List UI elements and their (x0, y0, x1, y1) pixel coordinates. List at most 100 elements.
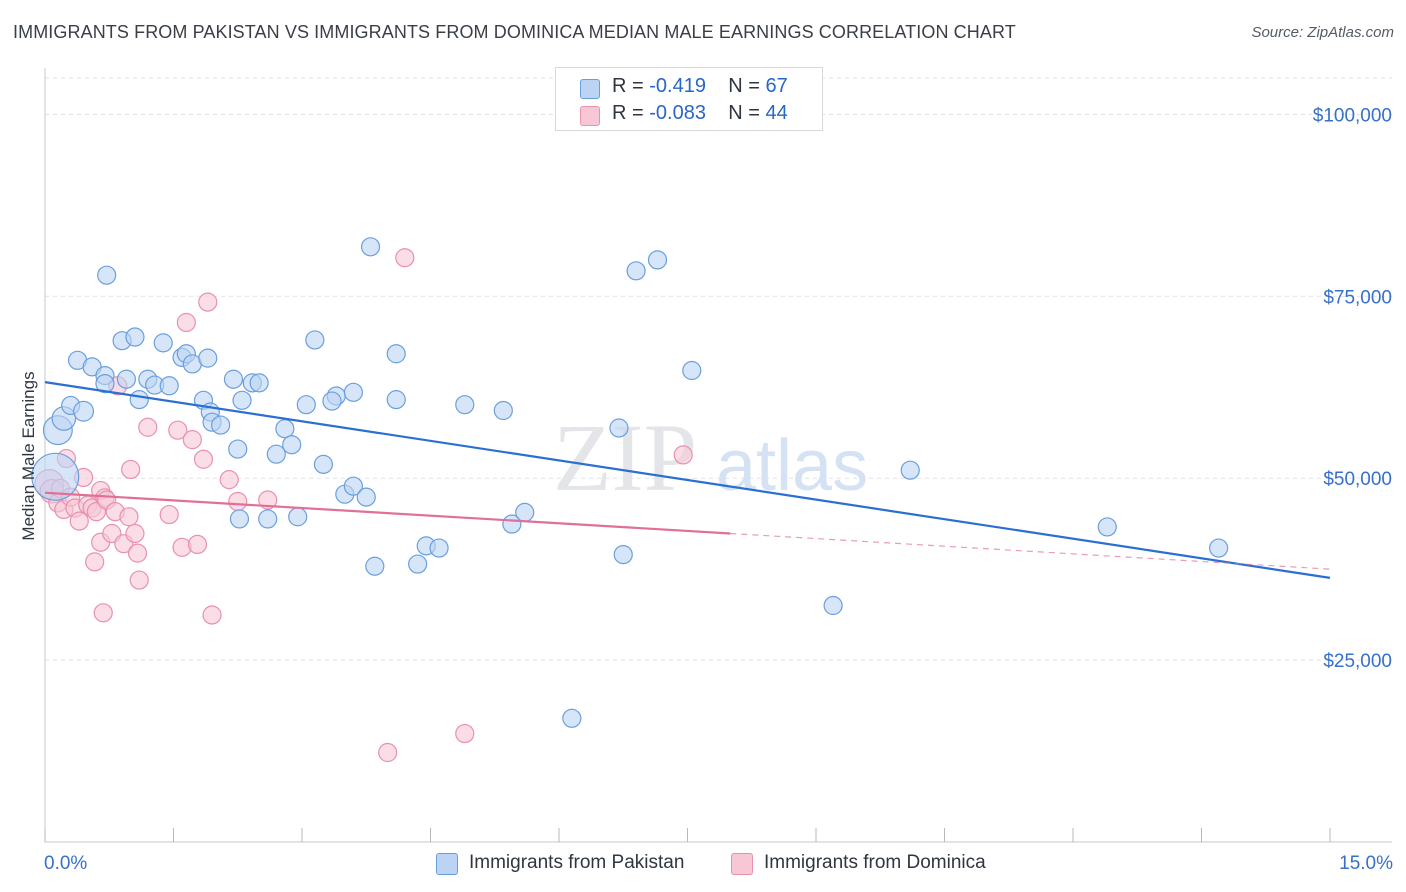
pakistan-point (626, 261, 646, 281)
pakistan-point (360, 237, 381, 257)
dominica-point (176, 312, 196, 333)
dominica-point (378, 742, 398, 763)
pakistan-point (97, 265, 117, 285)
pakistan-point (95, 374, 115, 394)
pakistan-point (129, 390, 149, 410)
dominica-point (159, 504, 179, 525)
y-tick-label: $25,000 (1323, 651, 1392, 672)
dominica-point (125, 523, 145, 544)
dominica-point (193, 449, 214, 469)
pakistan-point (258, 509, 278, 529)
pakistan-point (288, 507, 308, 527)
trend-lines (44, 381, 1331, 579)
pakistan-point (455, 395, 475, 415)
pakistan-trend-line (44, 381, 1331, 579)
pakistan-point (613, 544, 633, 565)
pakistan-point (153, 333, 173, 353)
x-tick-label: 15.0% (1339, 853, 1393, 874)
pakistan-point (365, 556, 385, 576)
pakistan-point (228, 439, 248, 459)
pakistan-point (356, 487, 376, 507)
pakistan-point (282, 435, 302, 455)
pakistan-point (305, 330, 325, 350)
dominica-point (673, 445, 693, 465)
pakistan-point (562, 708, 582, 728)
pakistan-point (116, 369, 136, 389)
legend-r-value: -0.419 (649, 75, 706, 97)
dominica-trend-line (44, 491, 731, 535)
dominica-point (455, 723, 475, 744)
axes (44, 68, 1392, 843)
pakistan-point (198, 348, 218, 368)
bottom-legend-label-pakistan: Immigrants from Pakistan (469, 852, 685, 873)
dominica-point (258, 490, 278, 510)
pakistan-point (322, 391, 342, 411)
pakistan-point (232, 390, 252, 410)
stats-legend: R = -0.419 N = 67 R = -0.083 N = 44 (555, 67, 823, 131)
y-tick-label: $50,000 (1323, 469, 1392, 490)
bottom-legend-swatch-pakistan (436, 853, 458, 875)
pakistan-point (1209, 538, 1229, 558)
pakistan-point (493, 400, 513, 421)
dominica-point (119, 507, 139, 527)
pakistan-point (313, 454, 334, 474)
dominica-point (198, 292, 218, 312)
y-axis-label: Median Male Earnings (19, 371, 38, 540)
pakistan-point (266, 444, 286, 464)
pakistan-point (682, 360, 702, 381)
pakistan-point (386, 390, 406, 410)
dominica-point (219, 470, 239, 490)
dominica-point (127, 543, 148, 563)
dominica-point (121, 459, 141, 480)
pakistan-point (429, 538, 449, 558)
bottom-legend-label-dominica: Immigrants from Dominica (764, 852, 986, 873)
pakistan-point (275, 419, 295, 439)
x-tick-label: 0.0% (44, 853, 87, 874)
pakistan-point (229, 509, 250, 529)
dominica-point (187, 534, 208, 555)
legend-n-label: N = (728, 102, 760, 124)
pakistan-point (515, 502, 535, 522)
dominica-point (395, 248, 415, 268)
pakistan-point (386, 344, 406, 364)
legend-swatch-dominica (580, 106, 600, 126)
pakistan-point (823, 595, 843, 616)
dominica-point (138, 417, 158, 437)
dominica-point (85, 552, 105, 572)
gridlines (45, 77, 1392, 661)
dominica-point (182, 430, 202, 450)
pakistan-point (343, 382, 363, 402)
pakistan-point (609, 418, 629, 438)
legend-n-value: 67 (765, 75, 788, 97)
pakistan-point (73, 400, 95, 422)
legend-swatch-pakistan (580, 79, 600, 99)
legend-r-value: -0.083 (649, 102, 706, 124)
dominica-point (93, 603, 113, 623)
dominica-point (129, 570, 149, 590)
legend-n-label: N = (728, 75, 760, 97)
pakistan-point (125, 327, 145, 347)
dominica-point (168, 420, 188, 440)
dominica-trend-line-extension (730, 532, 1331, 570)
legend-r-label: R = (612, 75, 644, 97)
dominica-point (202, 605, 222, 625)
pakistan-point (343, 476, 363, 496)
dominica-point (69, 511, 89, 531)
y-tick-label: $100,000 (1313, 105, 1392, 126)
pakistan-point (1097, 517, 1117, 537)
y-tick-label: $75,000 (1323, 287, 1392, 308)
legend-n-value: 44 (765, 102, 788, 124)
pakistan-point (159, 376, 179, 396)
pakistan-point (408, 554, 428, 574)
source-label: Source: ZipAtlas.com (1251, 24, 1394, 41)
pakistan-point (900, 460, 920, 480)
dominica-point (228, 491, 248, 512)
pakistan-point (223, 369, 244, 389)
legend-r-label: R = (612, 102, 644, 124)
watermark-atlas: atlas (716, 426, 868, 506)
bottom-legend-swatch-dominica (731, 853, 753, 875)
pakistan-point (647, 250, 668, 270)
pakistan-point (296, 395, 316, 415)
pakistan-point (211, 415, 231, 435)
